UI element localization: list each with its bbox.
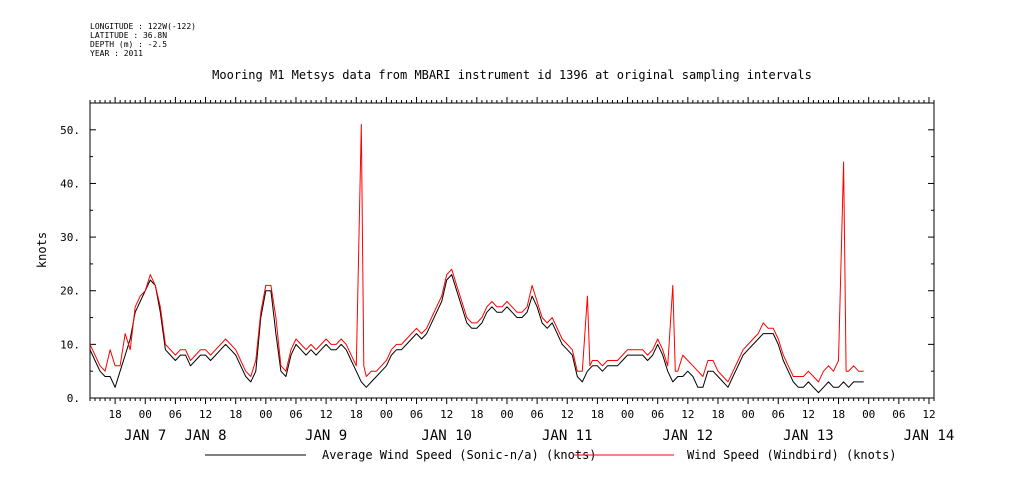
x-tick-label: 06 xyxy=(892,408,905,421)
x-tick-label: 12 xyxy=(561,408,574,421)
x-axis: 18 00 06 12 18 00 06 12 18 00 06 12 18 00 06 12 18 00 06 12… xyxy=(108,408,954,444)
y-tick-label: 20. xyxy=(60,285,80,298)
y-tick-label: 0. xyxy=(67,392,80,405)
axis-ticks xyxy=(89,97,935,404)
x-tick-label: 00 xyxy=(380,408,393,421)
x-tick-label: 06 xyxy=(530,408,543,421)
series-line-windbird-wind-speed xyxy=(89,124,864,383)
x-tick-label: 12 xyxy=(681,408,694,421)
date-label: JAN 9 xyxy=(305,428,347,444)
date-label: JAN 7 xyxy=(124,428,166,444)
x-tick-label: 00 xyxy=(139,408,152,421)
y-tick-label: 30. xyxy=(60,231,80,244)
x-tick-label: 12 xyxy=(199,408,212,421)
longitude-label: LONGITUDE : 122W(-122) xyxy=(90,22,196,31)
x-tick-label: 12 xyxy=(319,408,332,421)
x-tick-label: 00 xyxy=(259,408,272,421)
x-tick-label: 00 xyxy=(500,408,513,421)
date-label: JAN 12 xyxy=(663,428,714,444)
series-line-average-wind-speed xyxy=(89,274,864,394)
y-tick-label: 40. xyxy=(60,177,80,190)
x-tick-label: 12 xyxy=(440,408,453,421)
x-tick-label: 06 xyxy=(410,408,423,421)
y-axis: 0. 10. 20. 30. 40. 50. xyxy=(60,102,934,405)
y-tick-label: 10. xyxy=(60,338,80,351)
date-label: JAN 13 xyxy=(783,428,834,444)
x-tick-label: 18 xyxy=(229,408,242,421)
x-tick-label: 12 xyxy=(922,408,935,421)
x-tick-label: 00 xyxy=(862,408,875,421)
x-tick-label: 06 xyxy=(169,408,182,421)
x-tick-label: 18 xyxy=(591,408,604,421)
x-tick-label: 06 xyxy=(651,408,664,421)
legend-label-windbird: Wind Speed (Windbird) (knots) xyxy=(687,448,897,462)
y-axis-label: knots xyxy=(35,232,49,268)
x-tick-label: 18 xyxy=(108,408,121,421)
date-label: JAN 10 xyxy=(421,428,472,444)
legend: Average Wind Speed (Sonic-n/a) (knots) W… xyxy=(205,448,897,462)
date-label: JAN 14 xyxy=(904,428,955,444)
series-layer xyxy=(89,124,864,394)
metadata-block: LONGITUDE : 122W(-122) LATITUDE : 36.8N … xyxy=(90,22,196,58)
depth-label: DEPTH (m) : -2.5 xyxy=(90,40,168,49)
x-tick-label: 06 xyxy=(772,408,785,421)
legend-label-average: Average Wind Speed (Sonic-n/a) (knots) xyxy=(322,448,597,462)
y-tick-label: 50. xyxy=(60,124,80,137)
x-tick-label: 12 xyxy=(802,408,815,421)
x-tick-label: 18 xyxy=(350,408,363,421)
x-tick-label: 18 xyxy=(470,408,483,421)
x-tick-label: 00 xyxy=(741,408,754,421)
latitude-label: LATITUDE : 36.8N xyxy=(90,31,168,40)
x-tick-label: 06 xyxy=(289,408,302,421)
chart-title: Mooring M1 Metsys data from MBARI instru… xyxy=(212,68,812,82)
x-tick-label: 18 xyxy=(832,408,845,421)
date-label: JAN 8 xyxy=(184,428,226,444)
date-label: JAN 11 xyxy=(542,428,593,444)
year-label: YEAR : 2011 xyxy=(90,49,143,58)
x-tick-label: 00 xyxy=(621,408,634,421)
x-tick-label: 18 xyxy=(711,408,724,421)
